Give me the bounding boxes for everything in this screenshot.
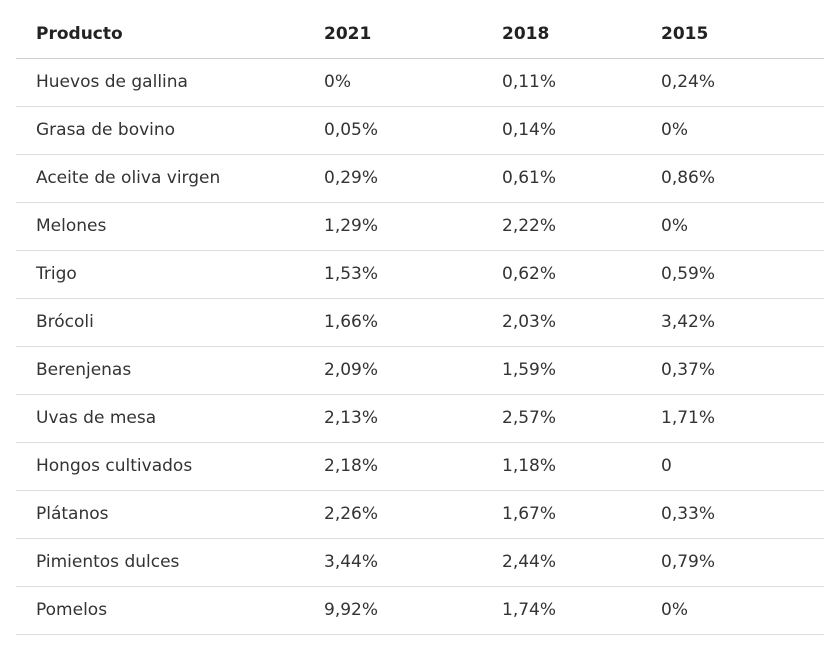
- cell-producto: Plátanos: [16, 490, 304, 539]
- cell-2015: 0: [641, 442, 824, 491]
- cell-2018: 1,18%: [482, 442, 641, 491]
- cell-2018: 1,59%: [482, 346, 641, 395]
- cell-2015: 0,33%: [641, 490, 824, 539]
- cell-2018: 1,67%: [482, 490, 641, 539]
- cell-2018: 0,62%: [482, 250, 641, 299]
- table-row: Pimientos dulces 3,44% 2,44% 0,79%: [16, 538, 824, 587]
- cell-2015: 0%: [641, 106, 824, 155]
- table-row: Melones 1,29% 2,22% 0%: [16, 202, 824, 251]
- cell-producto: Uvas de mesa: [16, 394, 304, 443]
- column-header-2021: 2021: [304, 11, 482, 59]
- table-row: Brócoli 1,66% 2,03% 3,42%: [16, 298, 824, 347]
- cell-2015: 0%: [641, 586, 824, 635]
- cell-2021: 2,09%: [304, 346, 482, 395]
- table-row: Grasa de bovino 0,05% 0,14% 0%: [16, 106, 824, 155]
- cell-2018: 2,57%: [482, 394, 641, 443]
- table-row: Trigo 1,53% 0,62% 0,59%: [16, 250, 824, 299]
- cell-producto: Berenjenas: [16, 346, 304, 395]
- cell-2021: 3,44%: [304, 538, 482, 587]
- cell-2021: 1,29%: [304, 202, 482, 251]
- cell-2015: 1,71%: [641, 394, 824, 443]
- cell-2021: 9,92%: [304, 586, 482, 635]
- product-table: Producto 2021 2018 2015 Huevos de gallin…: [16, 11, 824, 635]
- cell-producto: Grasa de bovino: [16, 106, 304, 155]
- cell-2021: 2,18%: [304, 442, 482, 491]
- cell-producto: Pimientos dulces: [16, 538, 304, 587]
- header-row: Producto 2021 2018 2015: [16, 11, 824, 59]
- cell-producto: Aceite de oliva virgen: [16, 154, 304, 203]
- cell-2018: 0,14%: [482, 106, 641, 155]
- table-header: Producto 2021 2018 2015: [16, 11, 824, 59]
- column-header-2015: 2015: [641, 11, 824, 59]
- cell-2015: 0,37%: [641, 346, 824, 395]
- cell-2015: 0%: [641, 202, 824, 251]
- cell-2018: 0,11%: [482, 58, 641, 107]
- cell-2021: 0,29%: [304, 154, 482, 203]
- column-header-2018: 2018: [482, 11, 641, 59]
- cell-2021: 1,66%: [304, 298, 482, 347]
- cell-2018: 0,61%: [482, 154, 641, 203]
- cell-2018: 2,03%: [482, 298, 641, 347]
- cell-producto: Brócoli: [16, 298, 304, 347]
- table-row: Hongos cultivados 2,18% 1,18% 0: [16, 442, 824, 491]
- cell-2021: 0,05%: [304, 106, 482, 155]
- data-table-container: Producto 2021 2018 2015 Huevos de gallin…: [16, 11, 824, 635]
- table-row: Aceite de oliva virgen 0,29% 0,61% 0,86%: [16, 154, 824, 203]
- cell-2021: 1,53%: [304, 250, 482, 299]
- cell-producto: Huevos de gallina: [16, 58, 304, 107]
- cell-2021: 2,13%: [304, 394, 482, 443]
- cell-2018: 1,74%: [482, 586, 641, 635]
- cell-2018: 2,44%: [482, 538, 641, 587]
- cell-producto: Trigo: [16, 250, 304, 299]
- cell-2015: 0,59%: [641, 250, 824, 299]
- cell-2018: 2,22%: [482, 202, 641, 251]
- cell-2021: 2,26%: [304, 490, 482, 539]
- table-row: Pomelos 9,92% 1,74% 0%: [16, 586, 824, 635]
- cell-2015: 0,86%: [641, 154, 824, 203]
- column-header-producto: Producto: [16, 11, 304, 59]
- cell-2015: 0,79%: [641, 538, 824, 587]
- cell-producto: Pomelos: [16, 586, 304, 635]
- cell-producto: Hongos cultivados: [16, 442, 304, 491]
- cell-producto: Melones: [16, 202, 304, 251]
- cell-2015: 3,42%: [641, 298, 824, 347]
- table-body: Huevos de gallina 0% 0,11% 0,24% Grasa de bo…: [16, 58, 824, 635]
- table-row: Berenjenas 2,09% 1,59% 0,37%: [16, 346, 824, 395]
- table-row: Uvas de mesa 2,13% 2,57% 1,71%: [16, 394, 824, 443]
- cell-2015: 0,24%: [641, 58, 824, 107]
- cell-2021: 0%: [304, 58, 482, 107]
- table-row: Plátanos 2,26% 1,67% 0,33%: [16, 490, 824, 539]
- table-row: Huevos de gallina 0% 0,11% 0,24%: [16, 58, 824, 107]
